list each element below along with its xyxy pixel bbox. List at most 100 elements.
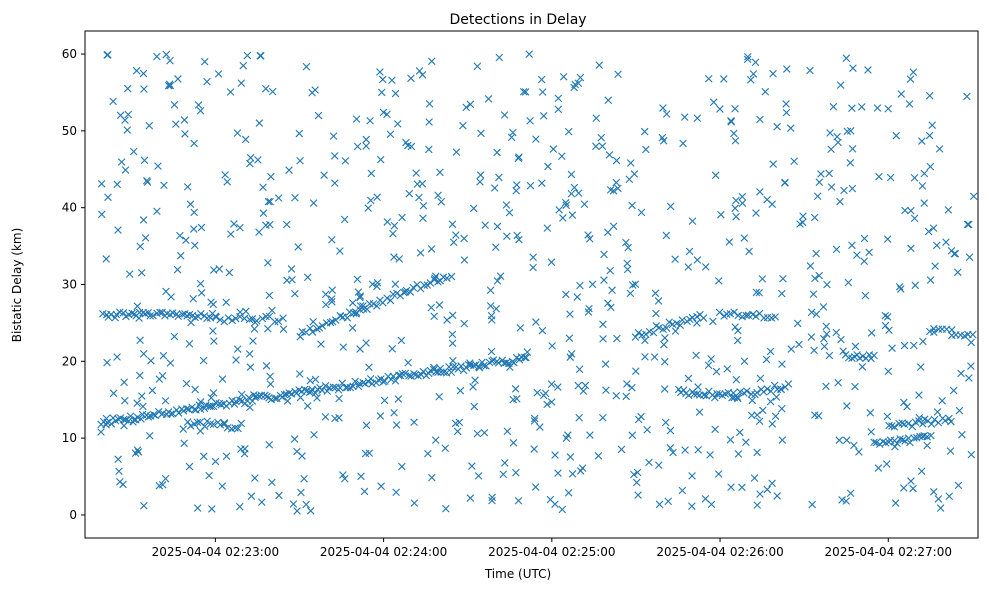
detection-marker [448,330,457,339]
detection-marker [529,253,537,262]
detection-marker [285,389,294,397]
detection-marker [592,114,601,122]
detection-marker [296,156,304,165]
detection-marker [470,402,479,411]
detection-marker [778,289,786,298]
detection-marker [183,418,192,426]
detection-marker [248,315,257,323]
detection-marker [819,303,828,311]
detection-marker [521,88,530,96]
detection-marker [356,345,364,353]
detection-marker [832,328,841,337]
detection-marker [745,247,753,256]
detection-marker [772,393,781,401]
detection-marker [576,281,584,290]
detection-marker [901,206,909,215]
detection-marker [963,92,971,101]
detection-marker [655,500,664,509]
detection-marker [732,196,740,205]
detection-marker [684,374,693,383]
detection-marker [424,145,433,154]
detection-marker [659,104,667,112]
detection-marker [782,108,791,117]
detection-marker [233,129,242,137]
detection-marker [965,374,973,382]
detection-marker [123,84,132,93]
detection-marker [915,391,923,399]
detection-marker [309,199,318,207]
detection-marker [519,87,528,96]
detection-marker [833,132,841,141]
detection-marker [883,412,892,421]
detection-marker [799,212,807,220]
detection-marker [763,385,772,393]
detection-marker [926,276,935,284]
detection-marker [881,311,890,320]
detection-marker [599,320,607,329]
detection-marker [245,315,254,324]
detection-marker [419,214,427,223]
detection-marker [138,392,146,400]
detection-marker [303,402,312,410]
detection-marker [530,417,539,425]
detection-marker [967,338,975,347]
detection-marker [564,127,573,136]
detection-marker [282,220,291,229]
detection-marker [716,105,724,113]
x-tick-label-2: 2025-04-04 02:25:00 [488,545,615,559]
detection-marker [214,70,223,78]
detection-marker [490,184,499,192]
detection-marker [777,385,786,394]
detection-marker [477,129,485,138]
detection-marker [580,200,589,208]
detection-marker [397,336,406,345]
detection-marker [806,262,815,270]
detection-marker [715,277,723,285]
detection-marker [839,347,847,355]
detection-marker [139,402,147,411]
detection-marker [827,183,836,191]
detection-marker [732,212,740,221]
detection-marker [486,302,495,310]
detection-marker [469,204,478,213]
detection-marker [328,236,336,244]
detection-marker [604,96,613,105]
detection-marker [361,449,370,458]
detection-marker [731,136,740,145]
detection-marker [495,53,504,62]
detection-marker [390,253,398,261]
detection-marker [154,162,162,170]
detection-marker [302,62,311,71]
detection-marker [227,230,235,238]
detection-marker [920,199,929,207]
detection-marker [336,384,344,392]
detection-marker [566,310,574,318]
detection-marker [753,388,761,397]
detection-marker [493,277,502,285]
detection-marker [448,339,457,348]
detection-marker [199,452,208,461]
detection-marker [855,448,863,456]
y-axis: 0 10 20 30 40 50 60 [62,47,85,522]
detection-marker [176,231,184,240]
detection-marker [693,114,702,122]
detection-marker [306,506,315,515]
detection-marker [166,359,175,367]
detection-marker [443,274,451,282]
detection-marker [633,468,642,477]
detection-marker [630,470,638,479]
detection-marker [726,436,735,444]
detection-marker [538,88,547,96]
detection-marker [554,105,563,114]
detection-marker [103,358,111,367]
detection-marker [514,496,523,505]
detection-marker [666,444,675,452]
detection-marker [383,110,391,119]
detection-marker [339,471,347,479]
detection-marker [909,484,917,493]
detection-marker [967,450,976,459]
detection-marker [222,298,230,307]
detection-marker [850,441,858,450]
detection-marker [97,179,106,188]
detection-marker [499,470,508,479]
